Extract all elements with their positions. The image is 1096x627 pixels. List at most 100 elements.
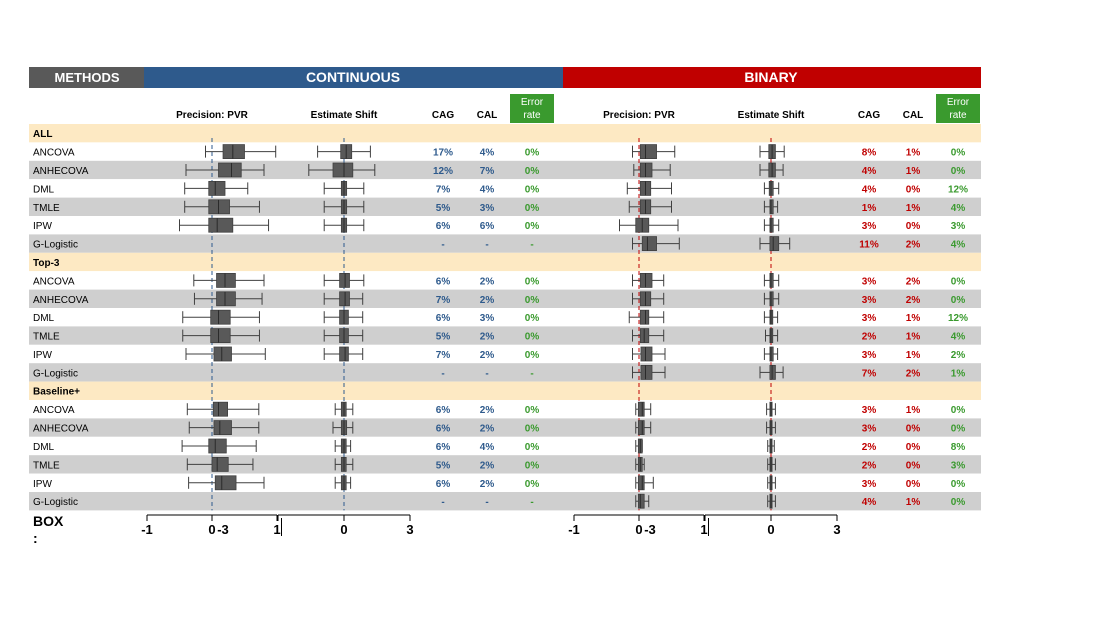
- cal-value: -: [485, 368, 488, 379]
- cal-value: 1%: [906, 405, 921, 416]
- pvr-tick-label: 0: [635, 522, 642, 537]
- table-row: [29, 455, 981, 474]
- cag-value: 3%: [862, 295, 877, 306]
- cal-value: 1%: [906, 148, 921, 159]
- box-iqr: [769, 236, 780, 252]
- shift-tick-label: 3: [833, 522, 840, 537]
- column-header-precision: Precision: PVR: [176, 110, 248, 121]
- cag-value: 3%: [862, 313, 877, 324]
- method-label: TMLE: [33, 203, 60, 214]
- box-iqr: [641, 236, 657, 252]
- cag-value: 3%: [862, 405, 877, 416]
- error-rate-value: 4%: [951, 240, 966, 251]
- box-plot: [182, 309, 260, 325]
- cal-value: 6%: [480, 221, 495, 232]
- box-plot: [323, 272, 365, 288]
- cag-value: -: [441, 368, 444, 379]
- box-plot: [759, 144, 785, 160]
- box-plot: [767, 438, 775, 454]
- cal-value: 7%: [480, 166, 495, 177]
- shift-tick-label: 3: [406, 522, 413, 537]
- box-iqr: [637, 420, 645, 436]
- shift-tick-label: 0: [340, 522, 347, 537]
- box-plot: [763, 346, 779, 362]
- error-rate-value: -: [530, 240, 533, 251]
- method-label: G-Logistic: [33, 368, 78, 379]
- column-header-precision: Precision: PVR: [603, 110, 675, 121]
- table-row: [29, 308, 981, 327]
- section-label: Top-3: [33, 258, 60, 269]
- data-row: G-Logistic - - - 7% 2% 1%: [33, 364, 966, 380]
- data-row: IPW 7% 2% 0% 3% 1% 2%: [33, 346, 965, 362]
- cal-value: 2%: [480, 295, 495, 306]
- error-rate-value: 1%: [951, 368, 966, 379]
- error-rate-value: 0%: [525, 313, 540, 324]
- box-plot: [334, 401, 354, 417]
- cag-value: 12%: [433, 166, 453, 177]
- error-rate-value: 0%: [525, 184, 540, 195]
- continuous-header-bg: [144, 67, 563, 88]
- box-plot: [323, 309, 364, 325]
- column-header-cag: CAG: [432, 110, 454, 121]
- box-plot: [181, 438, 257, 454]
- data-row: ANCOVA 6% 2% 0% 3% 1% 0%: [33, 401, 965, 417]
- box-plot: [765, 328, 779, 344]
- cag-value: 2%: [862, 442, 877, 453]
- cal-value: 2%: [906, 368, 921, 379]
- cal-value: 2%: [480, 424, 495, 435]
- box-iqr: [339, 346, 349, 362]
- table-row: [29, 363, 981, 382]
- box-iqr: [639, 144, 657, 160]
- methods-header: METHODS: [55, 70, 120, 85]
- column-header-cag: CAG: [858, 110, 880, 121]
- box-iqr: [212, 401, 229, 417]
- column-headers: Precision: PVR Estimate Shift CAG CAL Error r…: [176, 94, 980, 123]
- box-iqr: [769, 291, 774, 307]
- box-plot: [632, 346, 666, 362]
- box-plot: [767, 493, 776, 509]
- table-row: [29, 492, 981, 511]
- error-rate-value: 0%: [951, 166, 966, 177]
- box-plot: [632, 364, 666, 380]
- cag-value: 3%: [862, 479, 877, 490]
- table-row: [29, 344, 981, 364]
- box-iqr: [639, 272, 653, 288]
- method-label: ANHECOVA: [33, 166, 89, 177]
- box-iqr: [211, 456, 229, 472]
- cag-value: 3%: [862, 350, 877, 361]
- box-iqr: [640, 364, 653, 380]
- data-row: DML 6% 4% 0% 2% 0% 8%: [33, 438, 965, 454]
- column-header-shift: Estimate Shift: [738, 110, 805, 121]
- pvr-tick-label: -1: [568, 522, 580, 537]
- box-plot: [628, 309, 665, 325]
- box-iqr: [208, 180, 226, 196]
- data-row: G-Logistic - - - 4% 1% 0%: [33, 493, 965, 509]
- box-iqr: [213, 420, 232, 436]
- box-plot: [185, 346, 266, 362]
- method-label: TMLE: [33, 460, 60, 471]
- method-label: ANCOVA: [33, 148, 75, 159]
- table-row: [29, 179, 981, 198]
- data-row: DML 6% 3% 0% 3% 1% 12%: [33, 309, 968, 325]
- box-plot: [635, 401, 652, 417]
- error-rate-value: 12%: [948, 184, 968, 195]
- method-label: IPW: [33, 479, 52, 490]
- cal-value: 1%: [906, 350, 921, 361]
- table-row: [29, 400, 981, 419]
- pvr-tick-label: 1: [700, 522, 707, 537]
- cal-value: 1%: [906, 166, 921, 177]
- cal-value: 2%: [480, 350, 495, 361]
- box-iqr: [639, 309, 650, 325]
- table-row: [29, 197, 981, 216]
- table-row: [29, 326, 981, 345]
- methods-header-bg: [29, 67, 144, 88]
- error-rate-value: 0%: [951, 148, 966, 159]
- box-iqr: [214, 475, 237, 491]
- box-iqr: [339, 272, 350, 288]
- cal-value: 1%: [906, 313, 921, 324]
- cag-value: 6%: [436, 313, 451, 324]
- box-iqr: [208, 199, 230, 215]
- cal-value: 2%: [906, 276, 921, 287]
